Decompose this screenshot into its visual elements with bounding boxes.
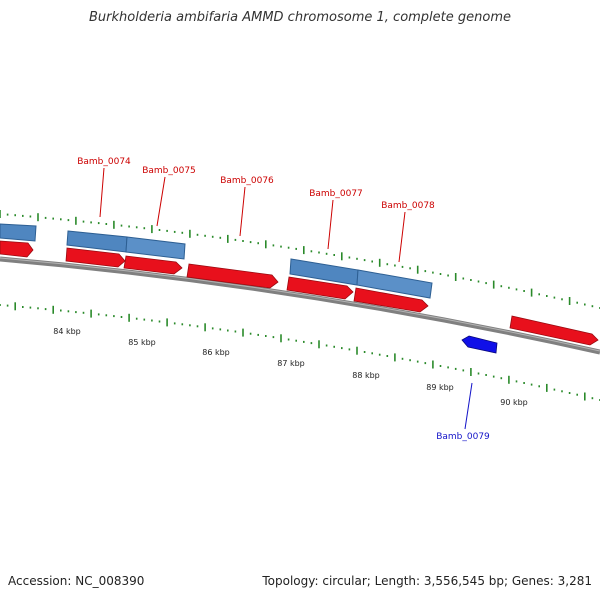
gene-label[interactable]: Bamb_0076 — [220, 176, 274, 186]
leader-line — [327, 199, 334, 250]
gene-track — [0, 223, 433, 299]
forward-cds-arrow[interactable] — [353, 287, 429, 313]
leader-line — [398, 211, 406, 263]
gene-label-leaders — [99, 167, 473, 430]
scale-label: 86 kbp — [202, 348, 230, 357]
backbone-highlight — [0, 257, 600, 352]
accession-text: Accession: NC_008390 — [8, 574, 145, 588]
forward-cds-arrow[interactable] — [65, 247, 126, 268]
scale-label: 85 kbp — [128, 338, 156, 347]
gene-bar[interactable] — [0, 223, 37, 242]
scale-label: 84 kbp — [53, 327, 81, 336]
lower-tick-ruler — [0, 302, 600, 401]
scale-label: 90 kbp — [500, 398, 528, 407]
leader-line — [99, 167, 105, 218]
gene-label[interactable]: Bamb_0075 — [142, 166, 196, 176]
gene-label[interactable]: Bamb_0079 — [436, 432, 490, 442]
reverse-cds-arrow[interactable] — [461, 335, 498, 354]
scale-label: 89 kbp — [426, 383, 454, 392]
chromosome-backbone — [0, 256, 600, 355]
map-title: Burkholderia ambifaria AMMD chromosome 1… — [88, 10, 512, 25]
forward-cds-arrow[interactable] — [123, 255, 183, 275]
gene-labels: Bamb_0074 Bamb_0075 Bamb_0076 Bamb_0077 … — [77, 157, 490, 442]
forward-cds-arrow[interactable] — [509, 315, 599, 346]
leader-line — [156, 176, 166, 227]
forward-cds-track — [0, 240, 599, 346]
gene-bar[interactable] — [356, 269, 433, 299]
gene-label[interactable]: Bamb_0074 — [77, 157, 131, 167]
gene-label[interactable]: Bamb_0078 — [381, 201, 435, 211]
gene-label[interactable]: Bamb_0077 — [309, 189, 363, 199]
upper-tick-ruler — [0, 210, 600, 309]
scale-label: 88 kbp — [352, 371, 380, 380]
scale-labels: 84 kbp 85 kbp 86 kbp 87 kbp 88 kbp 89 kb… — [53, 327, 528, 407]
gene-bar[interactable] — [125, 236, 186, 260]
scale-label: 87 kbp — [277, 359, 305, 368]
forward-cds-arrow[interactable] — [286, 276, 354, 300]
forward-cds-arrow[interactable] — [0, 240, 34, 258]
leader-line — [464, 382, 473, 430]
leader-line — [239, 186, 246, 237]
genome-summary-text: Topology: circular; Length: 3,556,545 bp… — [262, 574, 592, 588]
forward-cds-arrow[interactable] — [186, 263, 279, 289]
reverse-cds-track — [461, 335, 498, 354]
